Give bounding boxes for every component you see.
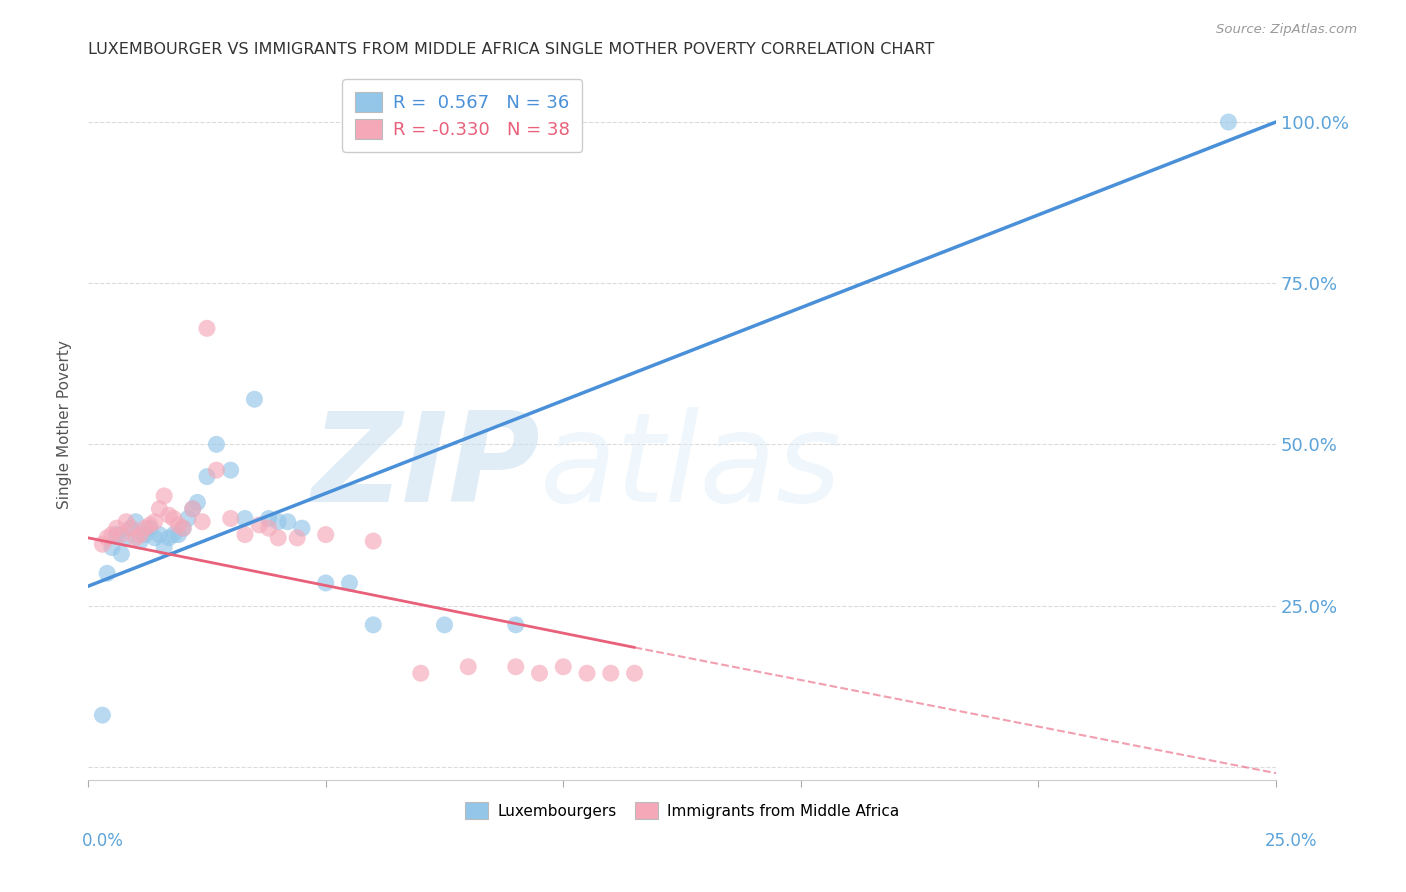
Text: 25.0%: 25.0%	[1264, 831, 1317, 849]
Point	[172, 521, 194, 535]
Point	[91, 537, 114, 551]
Point	[163, 511, 186, 525]
Point	[433, 618, 456, 632]
Point	[110, 527, 132, 541]
Point	[247, 518, 270, 533]
Point	[186, 495, 208, 509]
Point	[457, 660, 479, 674]
Point	[148, 501, 170, 516]
Point	[205, 463, 228, 477]
Point	[163, 527, 186, 541]
Point	[529, 666, 551, 681]
Point	[576, 666, 599, 681]
Point	[120, 521, 142, 535]
Point	[148, 527, 170, 541]
Point	[361, 534, 384, 549]
Point	[257, 521, 280, 535]
Point	[361, 618, 384, 632]
Point	[623, 666, 645, 681]
Point	[267, 515, 290, 529]
Point	[91, 708, 114, 723]
Point	[219, 511, 242, 525]
Point	[505, 660, 527, 674]
Point	[105, 521, 128, 535]
Point	[315, 527, 337, 541]
Point	[219, 463, 242, 477]
Point	[191, 515, 214, 529]
Point	[277, 515, 299, 529]
Point	[243, 392, 266, 407]
Point	[553, 660, 575, 674]
Point	[167, 518, 190, 533]
Point	[181, 501, 204, 516]
Point	[120, 521, 142, 535]
Point	[267, 531, 290, 545]
Point	[153, 489, 176, 503]
Point	[143, 531, 166, 545]
Point	[110, 547, 132, 561]
Point	[139, 518, 162, 533]
Point	[134, 527, 156, 541]
Point	[101, 527, 124, 541]
Point	[233, 527, 256, 541]
Point	[257, 511, 280, 525]
Point	[505, 618, 527, 632]
Point	[195, 469, 218, 483]
Point	[205, 437, 228, 451]
Point	[101, 541, 124, 555]
Point	[153, 541, 176, 555]
Point	[96, 566, 118, 581]
Point	[129, 527, 152, 541]
Text: Source: ZipAtlas.com: Source: ZipAtlas.com	[1216, 23, 1357, 36]
Point	[115, 531, 138, 545]
Point	[115, 515, 138, 529]
Point	[105, 527, 128, 541]
Point	[167, 527, 190, 541]
Point	[177, 511, 200, 525]
Point	[599, 666, 621, 681]
Point	[233, 511, 256, 525]
Point	[139, 521, 162, 535]
Text: atlas: atlas	[540, 407, 842, 528]
Point	[181, 501, 204, 516]
Y-axis label: Single Mother Poverty: Single Mother Poverty	[58, 341, 72, 509]
Point	[129, 534, 152, 549]
Point	[285, 531, 308, 545]
Point	[157, 508, 180, 523]
Point	[291, 521, 314, 535]
Text: 0.0%: 0.0%	[82, 831, 124, 849]
Point	[409, 666, 432, 681]
Point	[339, 576, 361, 591]
Point	[195, 321, 218, 335]
Text: LUXEMBOURGER VS IMMIGRANTS FROM MIDDLE AFRICA SINGLE MOTHER POVERTY CORRELATION : LUXEMBOURGER VS IMMIGRANTS FROM MIDDLE A…	[89, 42, 935, 57]
Point	[124, 515, 146, 529]
Point	[134, 521, 156, 535]
Point	[172, 521, 194, 535]
Legend: Luxembourgers, Immigrants from Middle Africa: Luxembourgers, Immigrants from Middle Af…	[458, 797, 905, 825]
Point	[1218, 115, 1240, 129]
Point	[124, 531, 146, 545]
Point	[143, 515, 166, 529]
Point	[315, 576, 337, 591]
Point	[157, 531, 180, 545]
Point	[96, 531, 118, 545]
Text: ZIP: ZIP	[311, 407, 540, 528]
